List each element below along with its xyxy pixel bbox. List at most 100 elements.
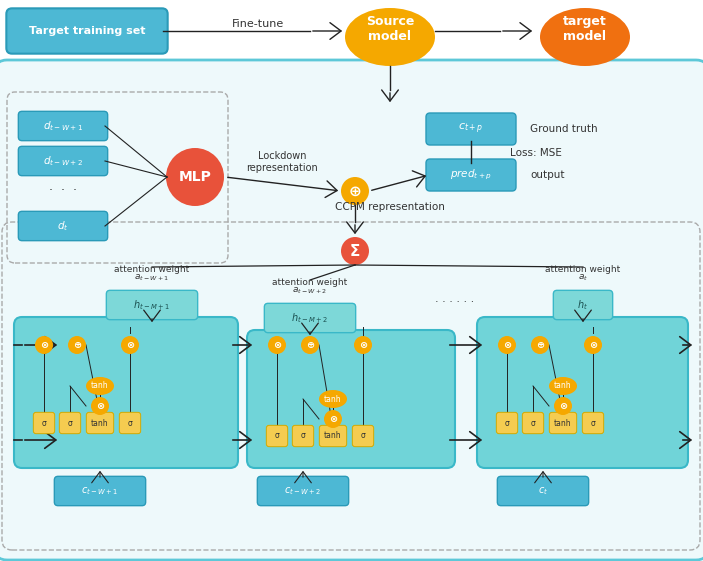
Text: attention weight: attention weight [115, 264, 190, 274]
FancyBboxPatch shape [426, 159, 516, 191]
Ellipse shape [341, 237, 369, 265]
Text: σ: σ [275, 431, 279, 440]
Text: ⊕: ⊕ [73, 340, 81, 350]
Text: $c_t$: $c_t$ [538, 485, 548, 497]
Text: $h_{t-M+2}$: $h_{t-M+2}$ [292, 311, 328, 325]
Text: σ: σ [128, 419, 132, 427]
Text: $a_{t-W+1}$: $a_{t-W+1}$ [134, 273, 169, 283]
Text: $c_{t+p}$: $c_{t+p}$ [458, 122, 484, 136]
Text: $d_t$: $d_t$ [57, 219, 69, 233]
Text: ⊗: ⊗ [126, 340, 134, 350]
Text: ⊗: ⊗ [273, 340, 281, 350]
FancyBboxPatch shape [292, 425, 314, 447]
Ellipse shape [554, 397, 572, 415]
Text: tanh: tanh [91, 419, 109, 427]
FancyBboxPatch shape [33, 412, 55, 434]
Text: ⊗: ⊗ [503, 340, 511, 350]
FancyBboxPatch shape [522, 412, 543, 434]
FancyBboxPatch shape [257, 476, 349, 505]
Ellipse shape [268, 336, 286, 354]
Ellipse shape [531, 336, 549, 354]
FancyBboxPatch shape [582, 412, 604, 434]
Text: tanh: tanh [324, 394, 342, 403]
FancyBboxPatch shape [14, 317, 238, 468]
FancyBboxPatch shape [247, 330, 455, 468]
FancyBboxPatch shape [553, 291, 613, 320]
Text: Loss: MSE: Loss: MSE [510, 148, 562, 158]
Text: attention weight: attention weight [272, 278, 347, 287]
FancyBboxPatch shape [18, 146, 108, 176]
FancyBboxPatch shape [264, 304, 356, 333]
Text: $c_{t-W+1}$: $c_{t-W+1}$ [82, 485, 119, 497]
Ellipse shape [341, 177, 369, 205]
Text: tanh: tanh [91, 381, 109, 390]
Ellipse shape [324, 410, 342, 428]
Text: $h_t$: $h_t$ [577, 298, 588, 312]
FancyBboxPatch shape [86, 412, 114, 434]
Text: ⊗: ⊗ [359, 340, 367, 350]
Text: $d_{t-W+1}$: $d_{t-W+1}$ [43, 119, 83, 133]
FancyBboxPatch shape [319, 425, 347, 447]
Text: σ: σ [531, 419, 536, 427]
Text: Lockdown
representation: Lockdown representation [246, 151, 318, 173]
FancyBboxPatch shape [352, 425, 374, 447]
FancyBboxPatch shape [549, 412, 576, 434]
Text: ·  ·  ·: · · · [49, 183, 77, 196]
Text: ⊗: ⊗ [589, 340, 597, 350]
Text: attention weight: attention weight [546, 264, 621, 274]
FancyBboxPatch shape [0, 60, 703, 560]
FancyBboxPatch shape [59, 412, 81, 434]
FancyBboxPatch shape [496, 412, 517, 434]
Text: MLP: MLP [179, 170, 212, 184]
Text: $a_t$: $a_t$ [578, 273, 588, 283]
Ellipse shape [584, 336, 602, 354]
Text: target
model: target model [563, 15, 607, 43]
Text: $pred_{t+p}$: $pred_{t+p}$ [450, 168, 492, 182]
Ellipse shape [540, 8, 630, 66]
FancyBboxPatch shape [266, 425, 288, 447]
Text: σ: σ [505, 419, 510, 427]
Text: $h_{t-M+1}$: $h_{t-M+1}$ [134, 298, 171, 312]
Text: Σ: Σ [350, 243, 360, 259]
FancyBboxPatch shape [477, 317, 688, 468]
FancyBboxPatch shape [18, 211, 108, 241]
Text: ⊗: ⊗ [559, 401, 567, 411]
Text: Target training set: Target training set [29, 26, 146, 36]
FancyBboxPatch shape [54, 476, 146, 505]
Text: CCPM representation: CCPM representation [335, 202, 445, 212]
Ellipse shape [166, 148, 224, 206]
FancyBboxPatch shape [18, 111, 108, 141]
Text: ⊗: ⊗ [96, 401, 104, 411]
Ellipse shape [91, 397, 109, 415]
Ellipse shape [68, 336, 86, 354]
Text: Ground truth: Ground truth [530, 124, 598, 134]
Text: $a_{t-W+2}$: $a_{t-W+2}$ [292, 286, 328, 296]
Text: σ: σ [591, 419, 595, 427]
Text: σ: σ [301, 431, 305, 440]
Ellipse shape [319, 390, 347, 408]
Text: $d_{t-W+2}$: $d_{t-W+2}$ [43, 154, 83, 168]
FancyBboxPatch shape [497, 476, 588, 505]
Text: ⊕: ⊕ [349, 183, 361, 199]
Text: tanh: tanh [554, 419, 572, 427]
Ellipse shape [86, 377, 114, 395]
Ellipse shape [549, 377, 577, 395]
Ellipse shape [498, 336, 516, 354]
Text: ⊕: ⊕ [306, 340, 314, 350]
FancyBboxPatch shape [106, 291, 198, 320]
Text: σ: σ [41, 419, 46, 427]
Text: Source
model: Source model [366, 15, 414, 43]
Ellipse shape [345, 8, 435, 66]
Ellipse shape [301, 336, 319, 354]
Text: Fine-tune: Fine-tune [232, 19, 284, 29]
Ellipse shape [35, 336, 53, 354]
Text: σ: σ [361, 431, 366, 440]
Text: σ: σ [67, 419, 72, 427]
Ellipse shape [121, 336, 139, 354]
FancyBboxPatch shape [120, 412, 141, 434]
Text: ⊕: ⊕ [536, 340, 544, 350]
Text: tanh: tanh [324, 431, 342, 440]
Text: tanh: tanh [554, 381, 572, 390]
Text: · · · · · ·: · · · · · · [435, 297, 475, 307]
Text: $c_{t-W+2}$: $c_{t-W+2}$ [285, 485, 321, 497]
